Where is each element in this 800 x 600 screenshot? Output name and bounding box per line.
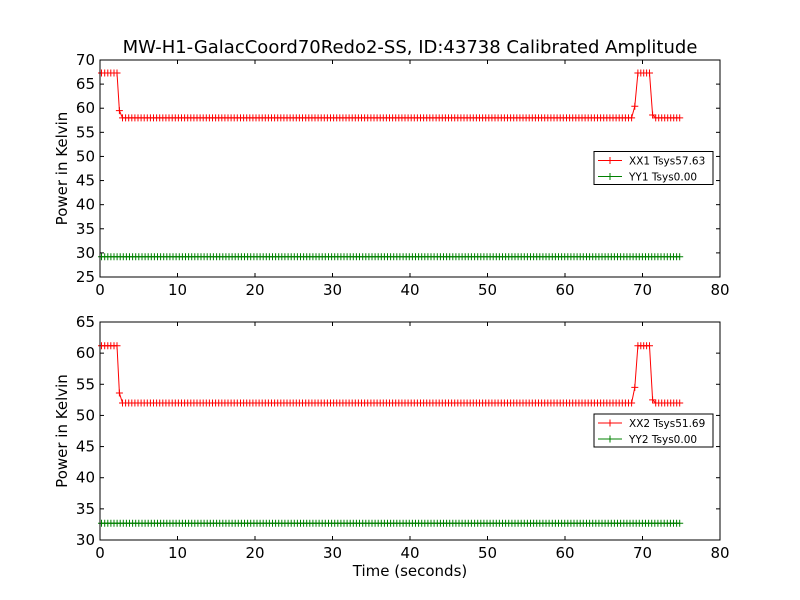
y-tick-label: 40: [76, 469, 95, 487]
y-tick-label: 65: [76, 313, 95, 331]
x-tick-label: 10: [168, 281, 187, 299]
data-point: [113, 69, 121, 77]
top-panel: 0 10 20 30 40 50 60 70 80 25 30 35 40 45 50 55 60 65 70 Pow…: [53, 51, 730, 299]
legend-marker: [606, 419, 614, 427]
x-tick-label: 80: [710, 281, 729, 299]
x-tick-label: 70: [633, 281, 652, 299]
x-tick-label: 30: [323, 544, 342, 562]
y-axis-label: Power in Kelvin: [53, 374, 71, 488]
x-tick-label: 20: [245, 281, 264, 299]
x-tick-label: 40: [400, 281, 419, 299]
bottom-panel: 0 10 20 30 40 50 60 70 80 30 35 40 45 50 55 60 65 Power i…: [53, 313, 730, 562]
data-point: [628, 399, 636, 407]
legend-marker: [606, 435, 614, 443]
legend: XX2 Tsys51.69 YY2 Tsys0.00: [593, 413, 714, 448]
x-tick-label: 70: [633, 544, 652, 562]
y-tick-label: 70: [76, 51, 95, 69]
data-point: [676, 253, 684, 261]
x-tick-label: 0: [95, 281, 105, 299]
data-point: [676, 519, 684, 527]
data-point: [115, 107, 123, 115]
chart-title: MW-H1-GalacCoord70Redo2-SS, ID:43738 Cal…: [123, 37, 698, 58]
x-tick-label: 10: [168, 544, 187, 562]
data-point: [649, 111, 657, 119]
data-point: [631, 102, 639, 110]
series-markers-2-1: [98, 342, 684, 407]
data-point: [646, 342, 653, 350]
x-tick-label: 0: [95, 544, 105, 562]
x-tick-label: 50: [478, 544, 497, 562]
series-line-1-1: [101, 72, 680, 119]
x-tick-label: 30: [323, 281, 342, 299]
y-tick-label: 45: [76, 438, 95, 456]
y-tick-label: 55: [76, 375, 95, 393]
data-point: [113, 342, 121, 350]
y-tick-label: 30: [76, 531, 95, 549]
y-tick-label: 40: [76, 196, 95, 214]
legend-box: [593, 413, 714, 448]
y-tick-label: 35: [76, 220, 95, 238]
data-point: [628, 114, 636, 122]
y-tick-label: 50: [76, 147, 95, 165]
y-tick-label: 25: [76, 268, 95, 286]
legend-label: XX2 Tsys51.69: [629, 418, 705, 430]
data-point: [676, 399, 684, 407]
x-tick-label: 50: [478, 281, 497, 299]
y-tick-label: 50: [76, 406, 95, 424]
y-tick-label: 60: [76, 344, 95, 362]
y-tick-label: 60: [76, 99, 95, 117]
legend-label: YY2 Tsys0.00: [628, 434, 697, 446]
y-tick-label: 55: [76, 123, 95, 141]
data-point: [631, 383, 639, 391]
series-markers-1-2: [98, 253, 684, 261]
data-point: [115, 389, 123, 397]
x-tick-label: 60: [555, 281, 574, 299]
series-line-2-1: [101, 345, 680, 404]
series-markers-2-2: [98, 519, 684, 527]
legend-box: [593, 151, 714, 185]
y-tick-label: 35: [76, 500, 95, 518]
x-tick-label: 60: [555, 544, 574, 562]
x-tick-label: 40: [400, 544, 419, 562]
data-point: [646, 69, 653, 77]
y-tick-label: 65: [76, 75, 95, 93]
series-markers-1-1: [98, 69, 684, 122]
x-axis-label: Time (seconds): [352, 562, 468, 580]
y-tick-label: 45: [76, 172, 95, 190]
legend: XX1 Tsys57.63 YY1 Tsys0.00: [593, 151, 714, 185]
legend-label: XX1 Tsys57.63: [629, 156, 705, 168]
data-point: [649, 396, 657, 404]
y-axis-label: Power in Kelvin: [53, 112, 71, 226]
x-tick-label: 20: [245, 544, 264, 562]
x-tick-label: 80: [710, 544, 729, 562]
legend-label: YY1 Tsys0.00: [628, 172, 697, 184]
legend-marker: [606, 157, 614, 164]
legend-marker: [606, 173, 614, 180]
y-tick-label: 30: [76, 244, 95, 262]
data-point: [676, 114, 684, 122]
